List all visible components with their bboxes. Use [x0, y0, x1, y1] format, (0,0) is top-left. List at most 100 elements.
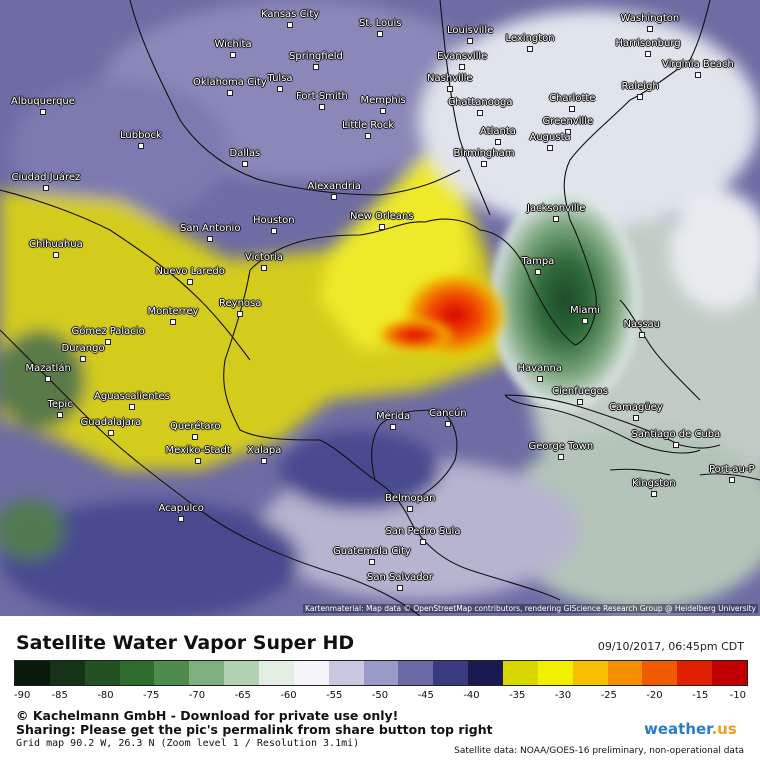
- city-label: Atlanta: [480, 126, 516, 137]
- city-label: Virginia Beach: [662, 59, 734, 70]
- legend-title: Satellite Water Vapor Super HD: [16, 632, 355, 654]
- color-swatch: [398, 661, 434, 685]
- city-label: Port-au-P: [709, 464, 755, 475]
- color-swatch: [119, 661, 155, 685]
- city-marker: [569, 106, 575, 112]
- scale-tick-label: -75: [143, 690, 160, 701]
- city-label: Lubbock: [120, 130, 162, 141]
- city-label: St. Louis: [359, 18, 402, 29]
- city-marker: [547, 145, 553, 151]
- city-marker: [261, 265, 267, 271]
- city-label: Nashville: [427, 73, 473, 84]
- color-scale-bar: [14, 660, 748, 686]
- color-swatch: [49, 661, 85, 685]
- city-marker: [369, 559, 375, 565]
- city-marker: [45, 376, 51, 382]
- city-marker: [313, 64, 319, 70]
- city-marker: [207, 236, 213, 242]
- color-swatch: [712, 661, 748, 685]
- city-label: Gómez Palacio: [71, 326, 145, 337]
- city-marker: [261, 458, 267, 464]
- city-marker: [377, 31, 383, 37]
- scale-tick-label: -65: [234, 690, 251, 701]
- scale-tick-label: -60: [280, 690, 297, 701]
- city-label: Birmingham: [453, 148, 515, 159]
- city-marker: [380, 108, 386, 114]
- city-marker: [187, 279, 193, 285]
- city-label: Alexandria: [307, 181, 361, 192]
- city-label: Santiago de Cuba: [631, 429, 721, 440]
- city-label: Greenville: [542, 116, 594, 127]
- logo-suffix-text: .us: [711, 720, 737, 738]
- city-marker: [192, 434, 198, 440]
- city-label: Kingston: [632, 478, 676, 489]
- city-marker: [379, 224, 385, 230]
- color-swatch: [154, 661, 190, 685]
- city-label: Aguascalientes: [94, 391, 170, 402]
- city-label: Albuquerque: [11, 96, 75, 107]
- city-marker: [558, 454, 564, 460]
- city-label: Houston: [253, 215, 295, 226]
- city-marker: [420, 539, 426, 545]
- city-label: Querétaro: [170, 421, 221, 432]
- scale-tick-label: -25: [600, 690, 617, 701]
- city-label: San Pedro Sula: [385, 526, 461, 537]
- city-label: Harrisonburg: [615, 38, 681, 49]
- color-swatch: [259, 661, 294, 685]
- city-marker: [445, 421, 451, 427]
- weather-us-logo[interactable]: weather.us: [644, 720, 737, 738]
- city-marker: [651, 491, 657, 497]
- city-label: Reynosa: [219, 298, 262, 309]
- satellite-map[interactable]: [0, 0, 760, 616]
- city-label: Miami: [570, 305, 601, 316]
- color-swatch: [503, 661, 538, 685]
- city-marker: [447, 86, 453, 92]
- city-marker: [535, 269, 541, 275]
- city-label: Durango: [61, 343, 105, 354]
- city-label: Little Rock: [342, 120, 395, 131]
- scale-tick-label: -30: [554, 690, 572, 701]
- city-label: Augusta: [529, 132, 571, 143]
- city-marker: [40, 109, 46, 115]
- city-label: Xalapa: [247, 445, 282, 456]
- city-marker: [481, 161, 487, 167]
- city-marker: [647, 26, 653, 32]
- city-label: Guatemala City: [333, 546, 411, 557]
- city-label: Victoria: [245, 252, 283, 263]
- scale-tick-label: -15: [692, 690, 709, 701]
- city-label: Raleigh: [621, 81, 659, 92]
- color-swatch: [84, 661, 120, 685]
- city-label: Cancún: [429, 408, 467, 419]
- scale-tick-label: -70: [188, 690, 206, 701]
- city-marker: [407, 506, 413, 512]
- city-marker: [138, 143, 144, 149]
- grid-info: Grid map 90.2 W, 26.3 N (Zoom level 1 / …: [16, 738, 360, 749]
- city-marker: [397, 585, 403, 591]
- copyright-notice: © Kachelmann GmbH - Download for private…: [16, 708, 399, 723]
- city-marker: [319, 104, 325, 110]
- logo-main-text: weather: [644, 720, 712, 738]
- city-marker: [271, 228, 277, 234]
- city-label: Tampa: [521, 256, 555, 267]
- scale-tick-label: -55: [326, 690, 343, 701]
- city-marker: [477, 110, 483, 116]
- color-swatch: [677, 661, 713, 685]
- city-marker: [582, 318, 588, 324]
- color-swatch: [607, 661, 643, 685]
- map-attribution[interactable]: Kartenmaterial: Map data © OpenStreetMap…: [303, 604, 758, 613]
- city-label: Memphis: [360, 95, 406, 106]
- city-label: Washington: [620, 13, 680, 24]
- color-swatch: [468, 661, 504, 685]
- city-marker: [633, 415, 639, 421]
- scale-tick-label: -85: [51, 690, 68, 701]
- city-marker: [227, 90, 233, 96]
- city-label: San Antonio: [180, 223, 241, 234]
- color-scale-ticks: -90 -85 -80 -75 -70 -65 -60 -55 -50 -45 -40 -35 -30 -…: [14, 690, 746, 704]
- city-marker: [527, 46, 533, 52]
- scale-tick-label: -40: [463, 690, 480, 701]
- city-marker: [565, 129, 571, 135]
- scale-tick-label: -20: [646, 690, 663, 701]
- scale-tick-label: -45: [417, 690, 434, 701]
- city-label: Fort Smith: [296, 91, 348, 102]
- scale-tick-label: -90: [14, 690, 31, 701]
